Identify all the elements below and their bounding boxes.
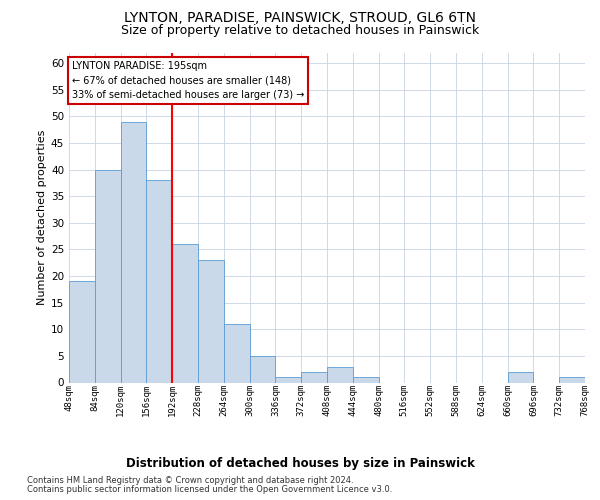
Bar xyxy=(121,122,146,382)
Bar xyxy=(69,282,95,382)
Text: LYNTON, PARADISE, PAINSWICK, STROUD, GL6 6TN: LYNTON, PARADISE, PAINSWICK, STROUD, GL6… xyxy=(124,11,476,25)
Bar xyxy=(327,366,353,382)
Text: Distribution of detached houses by size in Painswick: Distribution of detached houses by size … xyxy=(125,458,475,470)
Bar xyxy=(559,377,585,382)
Bar xyxy=(146,180,172,382)
Bar xyxy=(172,244,198,382)
Text: Contains HM Land Registry data © Crown copyright and database right 2024.: Contains HM Land Registry data © Crown c… xyxy=(27,476,353,485)
Bar xyxy=(250,356,275,382)
Text: LYNTON PARADISE: 195sqm
← 67% of detached houses are smaller (148)
33% of semi-d: LYNTON PARADISE: 195sqm ← 67% of detache… xyxy=(71,60,304,100)
Bar xyxy=(198,260,224,382)
Bar xyxy=(508,372,533,382)
Bar xyxy=(353,377,379,382)
Bar xyxy=(95,170,121,382)
Y-axis label: Number of detached properties: Number of detached properties xyxy=(37,130,47,305)
Text: Contains public sector information licensed under the Open Government Licence v3: Contains public sector information licen… xyxy=(27,485,392,494)
Text: Size of property relative to detached houses in Painswick: Size of property relative to detached ho… xyxy=(121,24,479,37)
Bar xyxy=(275,377,301,382)
Bar xyxy=(301,372,327,382)
Bar xyxy=(224,324,250,382)
